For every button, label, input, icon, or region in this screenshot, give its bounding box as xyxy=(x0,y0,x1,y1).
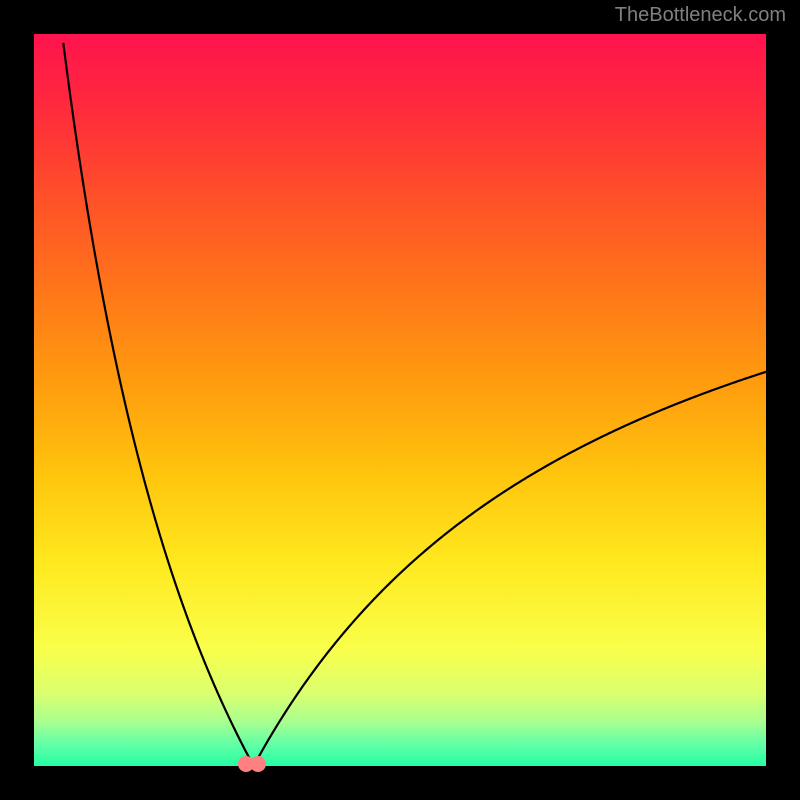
chart-border-bottom xyxy=(0,766,800,800)
plot-background xyxy=(34,34,766,766)
chart-border-right xyxy=(766,0,800,800)
marker-dot-right xyxy=(250,756,266,772)
chart-svg xyxy=(0,0,800,800)
chart-container: TheBottleneck.com xyxy=(0,0,800,800)
watermark-text: TheBottleneck.com xyxy=(615,4,786,27)
chart-border-left xyxy=(0,0,34,800)
